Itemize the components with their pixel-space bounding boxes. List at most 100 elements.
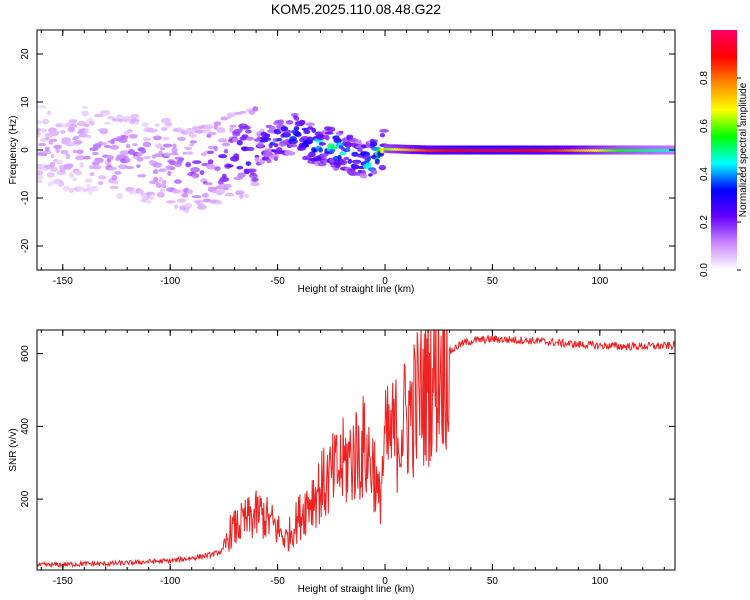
spectrogram-cell <box>102 154 110 158</box>
spectrogram-cell <box>213 145 218 152</box>
spectrogram-cell <box>184 202 192 209</box>
spectrogram-cell <box>177 136 186 141</box>
spectrogram-cell <box>379 133 386 138</box>
spectrogram-cell <box>53 144 62 149</box>
spectrogram-cell <box>347 158 353 164</box>
spectrogram-cell <box>111 174 118 181</box>
spectrogram-cell <box>351 151 359 157</box>
spectrogram-cell <box>109 185 119 190</box>
spectrogram-cell <box>47 181 55 187</box>
spectrogram-cell <box>226 112 236 118</box>
spectrogram-cell <box>136 164 141 168</box>
spectrogram-cell <box>61 137 71 142</box>
spectrogram-cell <box>125 186 135 192</box>
spectrogram-cell <box>152 162 163 168</box>
spectrogram-cell <box>311 127 317 133</box>
spectrogram-cell <box>89 121 95 126</box>
spectrogram-cell <box>46 172 55 178</box>
snr-frame <box>36 329 676 571</box>
spectrogram-cell <box>149 194 156 201</box>
spectrogram-cell <box>118 164 128 170</box>
spectrogram-cell <box>204 124 214 130</box>
spectrogram-cell <box>125 143 131 149</box>
spectrogram-cell <box>207 159 214 165</box>
spectrogram-cell <box>215 200 223 205</box>
spectrogram-cell <box>278 119 284 125</box>
spectrogram-cell <box>345 146 351 153</box>
spectrogram-cell <box>98 175 107 180</box>
snr-xtick-label: -150 <box>53 576 73 587</box>
spectrogram-cell <box>75 155 85 161</box>
spectrogram-cell <box>221 142 231 147</box>
spectrogram-cell <box>43 150 52 155</box>
spectrogram-cell <box>130 113 140 119</box>
spectrogram-cell <box>308 151 316 158</box>
spectrogram-cell <box>103 112 108 117</box>
spectrogram-cell <box>276 147 283 152</box>
spectrogram-cell <box>266 158 272 164</box>
spectrogram-cell <box>50 167 59 173</box>
spectrogram-cell <box>217 138 228 143</box>
spectrogram-cell <box>153 176 159 182</box>
spectrogram-cell <box>218 154 228 159</box>
spectrogram-cell <box>68 187 75 193</box>
spectrogram-cell <box>232 137 238 143</box>
spectrogram-cell <box>248 174 259 179</box>
spectrogram-cell <box>184 208 189 214</box>
spectrogram-cell <box>330 146 338 150</box>
spectrogram-cell <box>114 170 122 175</box>
spectrogram-cell <box>189 143 195 147</box>
spectrogram-cell <box>89 172 95 177</box>
spectrogram-cell <box>276 137 283 142</box>
spectrogram-cell <box>264 133 271 138</box>
spectrogram-cell <box>81 105 89 110</box>
spectrogram-cell <box>254 156 260 163</box>
spectrogram-cell <box>333 138 342 144</box>
spectrogram-cell <box>76 149 84 155</box>
spectrogram-cell <box>228 127 234 133</box>
spectrogram-cell <box>37 105 47 109</box>
spectrogram-cell <box>72 149 78 154</box>
spectrogram-cell <box>160 188 165 193</box>
snr-ytick-label: 200 <box>20 490 31 507</box>
spectrogram-marks <box>37 105 675 214</box>
spectrogram-cell <box>246 136 255 141</box>
spectrogram-cell <box>224 192 235 197</box>
spectrogram-cell <box>216 188 226 195</box>
spectrogram-cell <box>245 161 252 167</box>
spectrogram-cell <box>158 168 167 173</box>
spectrogram-ytick-label: -20 <box>20 238 31 253</box>
colorbar-label: Normalized spectral amplitude <box>738 82 749 217</box>
spectrogram-cell <box>355 139 362 145</box>
spectrogram-cell <box>134 120 139 126</box>
spectrogram-cell <box>192 160 202 165</box>
spectrogram-cell <box>109 145 120 150</box>
spectrogram-cell <box>337 155 342 160</box>
spectrogram-cell <box>126 129 133 134</box>
snr-xtick-label: 0 <box>382 576 388 587</box>
spectrogram-cell <box>65 141 75 147</box>
spectrogram-cell <box>167 170 172 176</box>
spectrogram-cell <box>293 126 300 131</box>
spectrogram-cell <box>213 121 222 126</box>
spectrogram-cell <box>84 178 93 184</box>
spectrogram-cell <box>162 179 167 186</box>
spectrogram-cell <box>257 141 264 148</box>
spectrogram-cell <box>146 138 151 142</box>
spectrogram-cell <box>338 159 348 166</box>
spectrogram-cell <box>366 156 371 162</box>
spectrogram-cell <box>100 142 108 146</box>
spectrogram-cell <box>163 152 172 157</box>
spectrogram-cell <box>154 123 160 127</box>
spectrogram-cell <box>236 165 244 170</box>
spectrogram-cell <box>319 153 329 157</box>
spectrogram-cell <box>305 122 316 126</box>
spectrogram-cell <box>65 163 74 169</box>
spectrogram-cell <box>166 122 173 126</box>
spectrogram-cell <box>672 145 675 150</box>
spectrogram-cell <box>259 128 265 132</box>
snr-xtick-label: 50 <box>487 576 499 587</box>
spectrogram-cell <box>318 147 323 153</box>
spectrogram-cell <box>86 183 91 188</box>
spectrogram-xtick-label: 50 <box>487 276 499 287</box>
